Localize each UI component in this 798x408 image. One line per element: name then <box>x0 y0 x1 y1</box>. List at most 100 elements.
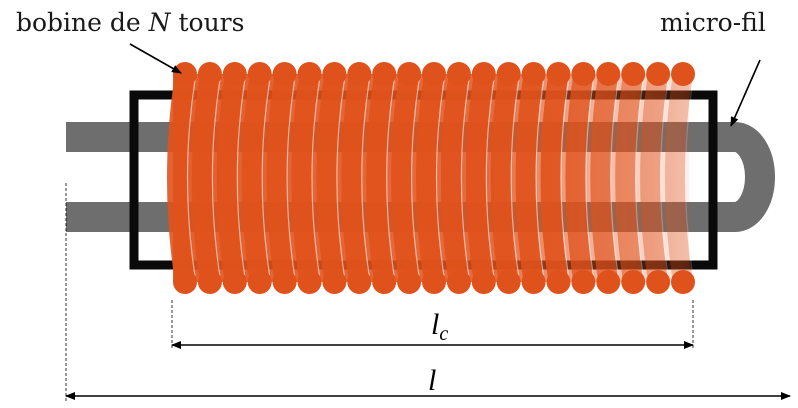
coil-turn-top <box>446 62 471 86</box>
coil-turn <box>465 62 496 294</box>
coil-turn-top <box>222 62 247 86</box>
coil-turn-top <box>471 62 496 86</box>
coil <box>167 62 695 294</box>
coil-turn <box>391 62 422 294</box>
coil-label-suffix: tours <box>171 8 245 37</box>
coil-label: bobine de N tours <box>16 8 244 37</box>
coil-turn-winding <box>416 72 444 284</box>
coil-turn-winding <box>167 72 195 284</box>
coil-turn-bottom <box>197 270 222 294</box>
coil-turn-bottom <box>297 270 322 294</box>
coil-turn-gap <box>361 79 370 277</box>
micro-wire <box>66 122 775 232</box>
coil-turn-top <box>521 62 546 86</box>
coil-turn-gap <box>535 79 545 277</box>
wire-pointer-arrow <box>730 59 761 127</box>
coil-length-subscript: c <box>439 323 448 345</box>
coil-turn-bottom <box>496 270 521 294</box>
coil-turn-top <box>247 62 272 86</box>
coil-turn-gap <box>211 79 221 277</box>
coil-turn <box>515 62 546 294</box>
coil-turn-winding <box>540 72 569 284</box>
coil-turn-bottom <box>646 270 671 294</box>
coil-turn-bottom <box>322 270 347 294</box>
coil-turn-bottom <box>671 270 695 294</box>
coil-turn <box>440 62 471 294</box>
coil-turn-gap <box>460 79 470 277</box>
coil-turn <box>266 62 297 294</box>
coil-turn <box>565 62 596 294</box>
coil-turn-winding <box>465 72 494 284</box>
coil-turn-bottom <box>173 270 197 294</box>
coil-turn-winding <box>565 72 594 284</box>
coil-turn-winding <box>366 72 395 284</box>
coil-turn-gap <box>286 79 296 277</box>
coil-turn-gap <box>435 79 445 277</box>
coil-turn-top <box>646 62 671 86</box>
coil-turn-bottom <box>372 270 397 294</box>
coil-turn-gap <box>585 79 594 277</box>
coil-turn-gap <box>560 79 570 277</box>
coil-turn-winding <box>490 72 519 284</box>
coil-turn-top <box>621 62 646 86</box>
coil-turn-bottom <box>222 270 247 294</box>
coil-turn-gap <box>635 79 644 277</box>
coil-turn-gap <box>411 79 420 277</box>
coil-turn-winding <box>266 72 295 284</box>
coil-turn-top <box>422 62 446 86</box>
coil-turn <box>590 62 621 294</box>
coil-turn-gap <box>485 79 495 277</box>
coil-turn-gap <box>236 79 246 277</box>
coil-turn <box>167 62 197 294</box>
coil-turn-gap <box>510 79 520 277</box>
coil-turn-bottom <box>571 270 596 294</box>
coil-turn-top <box>197 62 222 86</box>
coil-turn-top <box>297 62 322 86</box>
coil-turn-top <box>173 62 197 86</box>
coil-turn-top <box>596 62 621 86</box>
coil-turn-top <box>496 62 521 86</box>
micro-wire-body <box>66 122 775 232</box>
coil-turn-gap <box>186 79 196 277</box>
wire-label: micro-fil <box>660 8 766 37</box>
coil-turn-winding <box>640 72 668 284</box>
coil-turn <box>615 62 646 294</box>
coil-turn-bottom <box>272 270 297 294</box>
coil-length-label: lc <box>431 308 448 345</box>
coil-turn-top <box>372 62 397 86</box>
coil-turn-winding <box>615 72 644 284</box>
coil-turn-top <box>671 62 695 86</box>
coil-turn-top <box>546 62 571 86</box>
coil-turn-bottom <box>446 270 471 294</box>
total-length-label: l <box>428 364 436 397</box>
coil-turn-bottom <box>247 270 272 294</box>
coil-turn-winding <box>440 72 469 284</box>
coil-turn-winding <box>665 72 693 284</box>
coil-turn-bottom <box>397 270 422 294</box>
coil-turn-bottom <box>471 270 496 294</box>
coil-turn-winding <box>515 72 544 284</box>
coil-turn-top <box>322 62 347 86</box>
coil-length-symbol: l <box>431 308 439 341</box>
coil-turn-winding <box>291 72 320 284</box>
coil-turn-top <box>272 62 297 86</box>
coil-turn-winding <box>191 72 220 284</box>
coil-turn-gap <box>336 79 345 277</box>
coil-turn-bottom <box>596 270 621 294</box>
coil-turn <box>665 62 695 294</box>
coil-turn-bottom <box>521 270 546 294</box>
coil-turn <box>640 62 671 294</box>
coil-turn-gap <box>610 79 619 277</box>
coil-turn <box>366 62 397 294</box>
coil-turn-winding <box>241 72 270 284</box>
coil-turn-top <box>571 62 596 86</box>
coil-turn-bottom <box>546 270 571 294</box>
coil-turn-gap <box>684 79 694 277</box>
coil-turn <box>191 62 222 294</box>
coil-pointer-arrow <box>129 43 182 74</box>
coil-turn-winding <box>391 72 419 284</box>
coil-turn <box>416 62 446 294</box>
coil-turn <box>216 62 247 294</box>
coil-turn-bottom <box>422 270 446 294</box>
